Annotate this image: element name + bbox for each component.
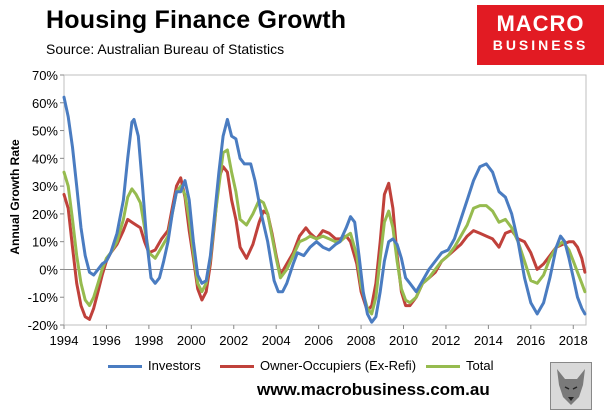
x-tick-label: 2010 bbox=[389, 333, 418, 348]
y-tick-label: 50% bbox=[32, 124, 58, 139]
legend-item-total: Total bbox=[426, 358, 493, 373]
y-tick-label: 30% bbox=[32, 179, 58, 194]
x-tick-label: 2002 bbox=[219, 333, 248, 348]
legend-item-investors: Investors bbox=[108, 358, 201, 373]
x-tick-label: 2018 bbox=[559, 333, 588, 348]
legend-label-owner-occupiers: Owner-Occupiers (Ex-Refi) bbox=[260, 358, 417, 373]
legend-item-owner-occupiers: Owner-Occupiers (Ex-Refi) bbox=[220, 358, 416, 373]
x-tick-label: 2016 bbox=[516, 333, 545, 348]
series-line-investors bbox=[62, 95, 587, 324]
legend-label-total: Total bbox=[466, 358, 494, 373]
x-tick-label: 2000 bbox=[177, 333, 206, 348]
legend-swatch-total bbox=[426, 365, 460, 369]
website-link[interactable]: www.macrobusiness.com.au bbox=[257, 380, 490, 399]
y-tick-label: -10% bbox=[28, 290, 59, 305]
legend-label-investors: Investors bbox=[148, 358, 201, 373]
chart-title: Housing Finance Growth bbox=[46, 6, 347, 34]
x-tick-label: 2012 bbox=[431, 333, 460, 348]
logo-line-2: BUSINESS bbox=[492, 37, 589, 53]
legend-swatch-owner-occupiers bbox=[220, 365, 254, 369]
x-tick-label: 1994 bbox=[50, 333, 79, 348]
y-tick-label: 60% bbox=[32, 96, 58, 111]
plot-area bbox=[63, 74, 587, 326]
x-tick-label: 2014 bbox=[474, 333, 503, 348]
y-tick-label: 20% bbox=[32, 207, 58, 222]
logo-line-1: MACRO bbox=[496, 11, 585, 36]
x-tick-label: 2004 bbox=[262, 333, 291, 348]
series-line-total bbox=[62, 148, 587, 316]
y-tick-label: 40% bbox=[32, 151, 58, 166]
series-line-owner-occupiers-ex-refi bbox=[62, 165, 587, 321]
y-tick-label: 70% bbox=[32, 68, 58, 83]
wolf-logo-icon bbox=[550, 362, 592, 410]
x-tick-label: 1998 bbox=[134, 333, 163, 348]
x-tick-label: 2008 bbox=[347, 333, 376, 348]
x-tick-label: 1996 bbox=[92, 333, 121, 348]
x-tick-label: 2006 bbox=[304, 333, 333, 348]
y-tick-label: 0% bbox=[39, 262, 58, 277]
y-tick-label: 10% bbox=[32, 235, 58, 250]
macrobusiness-logo[interactable]: MACRO BUSINESS bbox=[477, 5, 604, 65]
y-tick-label: -20% bbox=[28, 318, 59, 333]
legend-swatch-investors bbox=[108, 365, 142, 369]
chart-source: Source: Australian Bureau of Statistics bbox=[46, 41, 285, 57]
legend: Investors Owner-Occupiers (Ex-Refi) Tota… bbox=[100, 358, 580, 376]
